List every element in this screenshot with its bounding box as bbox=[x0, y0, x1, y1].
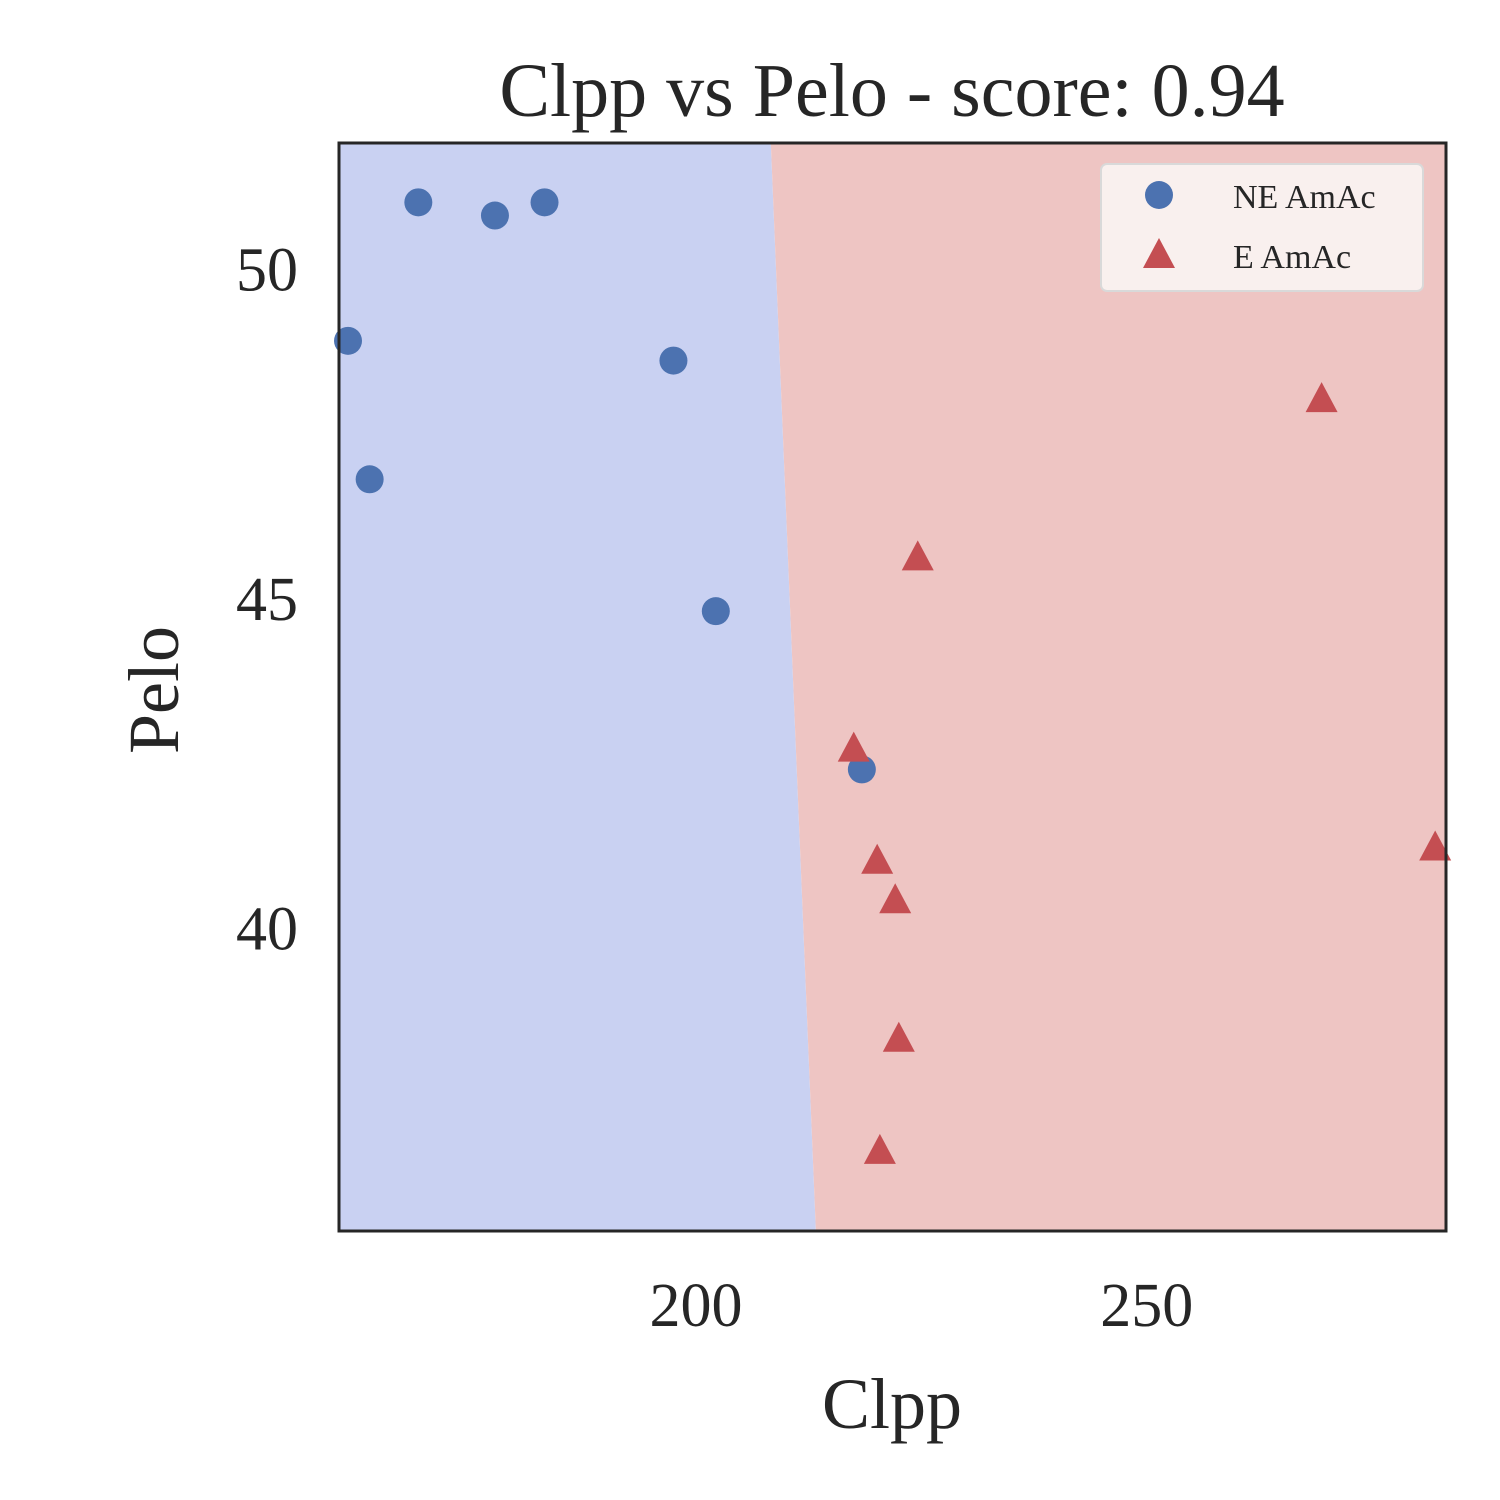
point-e-amac bbox=[861, 843, 894, 874]
point-ne-amac bbox=[404, 188, 433, 217]
y-tick-label: 40 bbox=[236, 896, 298, 964]
y-axis-label: Pelo bbox=[114, 626, 194, 754]
legend-marker-e bbox=[1143, 238, 1175, 268]
region-e-amac bbox=[770, 143, 1446, 1231]
region-ne-amac bbox=[339, 143, 816, 1231]
x-tick-label: 200 bbox=[649, 1272, 742, 1340]
legend-label-ne: NE AmAc bbox=[1233, 179, 1376, 216]
x-axis-label: Clpp bbox=[822, 1364, 962, 1444]
y-tick-label: 50 bbox=[236, 236, 298, 304]
legend: NE AmAc E AmAc bbox=[1100, 163, 1424, 292]
chart-title: Clpp vs Pelo - score: 0.94 bbox=[499, 49, 1284, 133]
data-points bbox=[334, 188, 1452, 1164]
point-e-amac bbox=[863, 1133, 896, 1164]
point-ne-amac bbox=[530, 188, 559, 217]
point-e-amac bbox=[1419, 830, 1452, 861]
point-ne-amac bbox=[334, 326, 363, 355]
point-e-amac bbox=[1305, 382, 1338, 413]
point-e-amac bbox=[837, 731, 870, 762]
point-e-amac bbox=[879, 883, 912, 914]
point-ne-amac bbox=[701, 597, 730, 626]
point-ne-amac bbox=[355, 465, 384, 494]
point-ne-amac bbox=[659, 346, 688, 375]
y-ticks: 40 45 50 bbox=[236, 236, 298, 963]
y-tick-label: 45 bbox=[236, 566, 298, 634]
point-e-amac bbox=[882, 1021, 915, 1052]
legend-box bbox=[1100, 163, 1424, 292]
legend-label-e: E AmAc bbox=[1233, 239, 1351, 276]
legend-marker-ne bbox=[1145, 181, 1173, 209]
decision-regions bbox=[339, 143, 1446, 1231]
point-e-amac bbox=[901, 540, 934, 571]
x-tick-label: 250 bbox=[1100, 1272, 1193, 1340]
point-ne-amac bbox=[480, 201, 509, 230]
point-ne-amac bbox=[847, 755, 876, 784]
x-ticks: 200 250 bbox=[649, 1272, 1193, 1340]
plot-frame bbox=[337, 141, 1448, 1233]
